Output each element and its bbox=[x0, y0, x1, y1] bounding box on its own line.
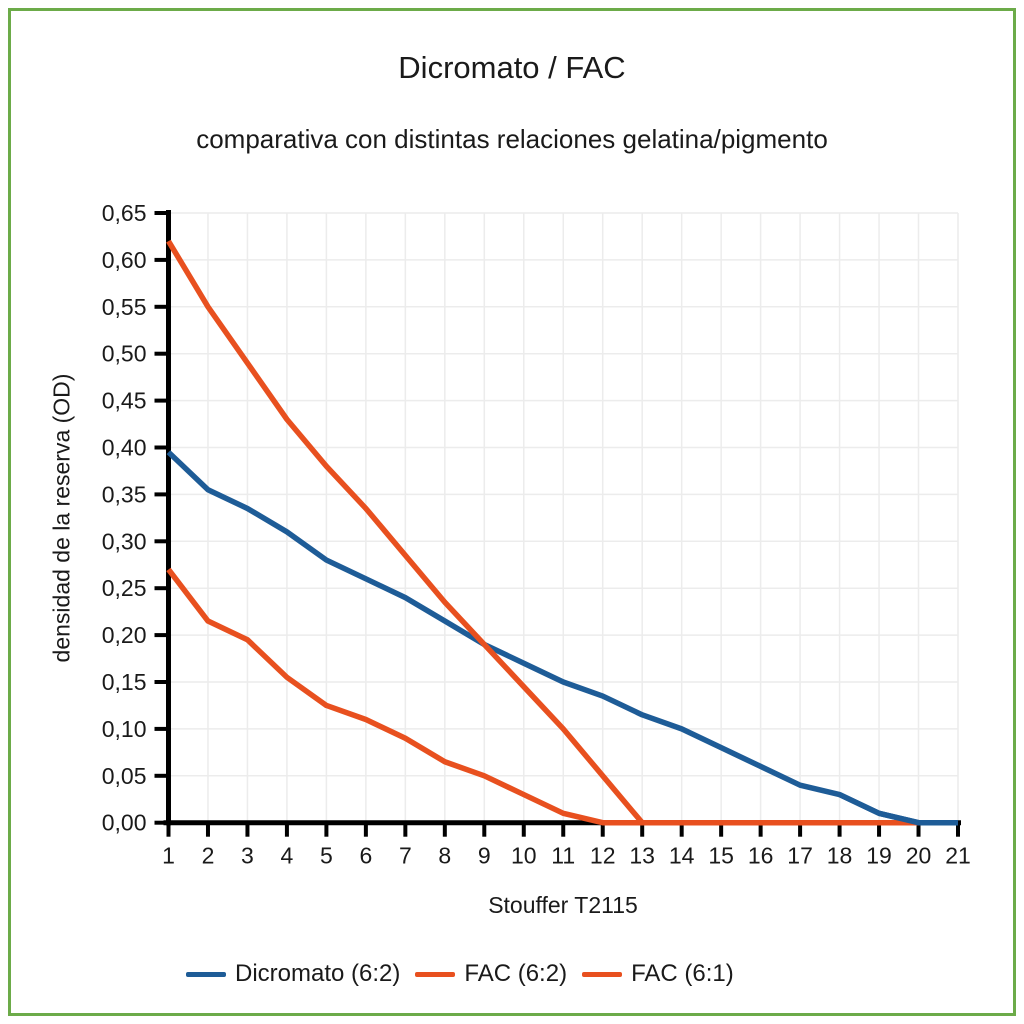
y-tick-label: 0,05 bbox=[102, 763, 147, 789]
legend: Dicromato (6:2) FAC (6:2) FAC (6:1) bbox=[186, 960, 734, 988]
x-axis-title: Stouffer T2115 bbox=[488, 892, 638, 918]
x-tick-label: 10 bbox=[511, 843, 537, 869]
x-tick-label: 12 bbox=[590, 843, 616, 869]
x-tick-label: 15 bbox=[708, 843, 734, 869]
x-tick-label: 18 bbox=[827, 843, 853, 869]
y-tick-label: 0,00 bbox=[102, 810, 147, 836]
x-tick-label: 7 bbox=[399, 843, 412, 869]
green-frame bbox=[8, 8, 1016, 1016]
legend-line-swatch bbox=[186, 971, 226, 977]
x-tick-label: 1 bbox=[162, 843, 175, 869]
x-tick-label: 3 bbox=[241, 843, 254, 869]
y-tick-label: 0,60 bbox=[102, 247, 147, 273]
y-tick-label: 0,25 bbox=[102, 575, 147, 601]
x-tick-label: 21 bbox=[945, 843, 971, 869]
legend-line-swatch bbox=[415, 971, 456, 977]
y-tick-label: 0,45 bbox=[102, 388, 147, 414]
y-tick-label: 0,65 bbox=[102, 200, 147, 226]
y-tick-label: 0,30 bbox=[102, 528, 147, 554]
x-tick-label: 6 bbox=[359, 843, 372, 869]
x-tick-label: 13 bbox=[629, 843, 655, 869]
legend-label: FAC (6:1) bbox=[631, 960, 734, 987]
series-line-2 bbox=[166, 567, 958, 826]
legend-label: Dicromato (6:2) bbox=[235, 960, 401, 987]
y-tick-label: 0,55 bbox=[102, 294, 147, 320]
x-tick-label: 2 bbox=[202, 843, 215, 869]
y-tick-label: 0,20 bbox=[102, 622, 147, 648]
legend-item-dicromato-6-2: Dicromato (6:2) bbox=[186, 960, 400, 988]
chart-title: Dicromato / FAC bbox=[398, 50, 626, 85]
y-tick-label: 0,15 bbox=[102, 669, 147, 695]
y-tick-label: 0,50 bbox=[102, 341, 147, 367]
series-line-0 bbox=[166, 450, 958, 826]
x-tick-label: 20 bbox=[906, 843, 932, 869]
y-tick-label: 0,10 bbox=[102, 716, 147, 742]
x-tick-label: 9 bbox=[478, 843, 491, 869]
x-tick-label: 11 bbox=[551, 843, 575, 869]
series-line-0-tail bbox=[838, 792, 958, 826]
x-tick-label: 17 bbox=[787, 843, 813, 869]
chart-subtitle: comparativa con distintas relaciones gel… bbox=[196, 124, 828, 154]
legend-item-fac-6-2: FAC (6:2) bbox=[415, 960, 567, 988]
x-tick-label: 8 bbox=[438, 843, 451, 869]
x-tick-label: 5 bbox=[320, 843, 333, 869]
legend-label: FAC (6:2) bbox=[464, 960, 568, 987]
legend-line-swatch bbox=[582, 971, 623, 977]
x-tick-label: 16 bbox=[748, 843, 774, 869]
y-tick-label: 0,35 bbox=[102, 481, 147, 507]
x-tick-label: 4 bbox=[281, 843, 294, 869]
x-tick-label: 19 bbox=[866, 843, 892, 869]
y-axis-title: densidad de la reserva (OD) bbox=[48, 373, 75, 663]
x-tick-label: 14 bbox=[669, 843, 695, 869]
legend-item-fac-6-1: FAC (6:1) bbox=[582, 960, 734, 988]
y-tick-label: 0,40 bbox=[102, 435, 147, 461]
